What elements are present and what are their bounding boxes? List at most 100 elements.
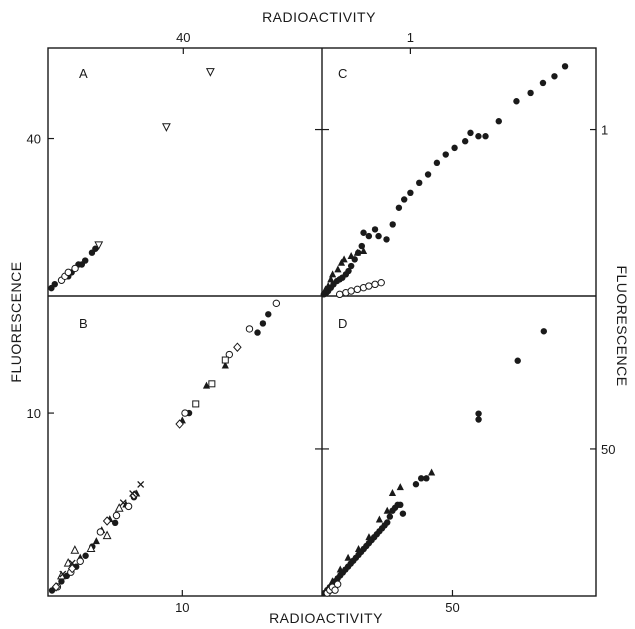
axis-title-top: RADIOACTIVITY <box>262 9 376 25</box>
panel-d-label: D <box>338 316 347 331</box>
panel-b-open-circle-point <box>76 557 84 565</box>
panel-b-open-diamond-point <box>51 582 61 592</box>
panel-c-x-tick-label: 1 <box>407 30 414 45</box>
panel-c-filled-triangle-point <box>329 270 337 278</box>
panel-c-filled-circle-point <box>442 151 449 158</box>
panel-d-filled-circle-point <box>397 501 404 509</box>
panel-a-open-circle-point <box>71 264 79 273</box>
panel-d-filled-circle-point <box>514 357 521 364</box>
panel-a-open-circle-point <box>64 268 72 277</box>
panel-c-filled-circle-point <box>495 118 502 125</box>
panel-c-filled-circle-point <box>375 232 382 240</box>
panel-b-filled-triangle-point <box>221 361 229 369</box>
panel-c-filled-circle-point <box>451 144 458 152</box>
axis-title-right: FLUORESCENCE <box>614 265 630 386</box>
panel-b-open-triangle-point <box>102 530 112 540</box>
panel-b-open-circle-point <box>124 502 133 511</box>
panel-d-filled-triangle-point <box>396 483 404 491</box>
panel-c-label: C <box>338 66 347 81</box>
panel-b-open-triangle-point <box>114 503 124 512</box>
panel-d-filled-circle-point <box>540 328 548 335</box>
panel-a-label: A <box>79 66 88 81</box>
panel-c-open-circle-point <box>353 285 362 294</box>
panel-c-filled-circle-point <box>424 171 432 178</box>
panel-b-open-circle-point <box>96 528 105 536</box>
panel-d-y-tick-label: 50 <box>601 442 615 457</box>
panel-b-open-circle-point <box>272 299 281 308</box>
panel-d-filled-circle-point <box>384 519 391 526</box>
panel-b-open-circle-point <box>245 325 254 333</box>
panel-b-cross-point <box>129 490 137 498</box>
panel-c-filled-circle-point <box>561 63 569 70</box>
panel-b-x-tick-label: 10 <box>175 600 189 615</box>
panel-b-filled-circle-point <box>259 320 267 327</box>
panel-b-open-diamond-point <box>233 342 242 352</box>
panel-b-label: B <box>79 316 88 331</box>
panel-b-open-circle-point <box>225 350 234 359</box>
panel-c-open-circle-point <box>371 280 379 289</box>
axis-title-bottom: RADIOACTIVITY <box>269 610 383 626</box>
panel-d-filled-circle-point <box>386 513 394 520</box>
panel-c-filled-circle-point <box>365 232 373 240</box>
panel-c-filled-circle-point <box>433 159 441 167</box>
panel-b-open-triangle-point <box>70 545 80 554</box>
panel-a-open-triangle-down-point <box>205 68 215 77</box>
panel-c-filled-circle-point <box>407 189 414 197</box>
panel-c-filled-triangle-point <box>353 248 361 256</box>
panel-d-filled-triangle-point <box>383 506 391 514</box>
panel-d-filled-circle-point <box>475 416 482 423</box>
tick-layer: 40 40 10 10 1 1 50 50 <box>27 30 616 615</box>
panel-b-open-diamond-point <box>67 563 77 574</box>
panel-b-filled-triangle-point <box>202 381 211 389</box>
panel-c-filled-circle-point <box>345 267 352 275</box>
panel-b-open-circle-point <box>112 511 121 520</box>
panel-c-filled-triangle-point <box>334 265 342 273</box>
panel-b-cross-point <box>137 480 145 488</box>
panel-b-cross-point <box>119 499 127 507</box>
panel-c-filled-circle-point <box>360 229 367 236</box>
panel-c-open-circle-point <box>377 278 385 287</box>
panel-b-filled-circle-point <box>254 329 261 336</box>
panel-c-y-tick-label: 1 <box>601 123 608 138</box>
panel-c-open-circle-point <box>335 290 344 299</box>
panel-c-filled-triangle-point <box>340 255 348 263</box>
panel-b-filled-triangle-point <box>92 537 100 545</box>
panel-d-filled-triangle-point <box>365 533 373 541</box>
panel-c-filled-circle-point <box>371 226 379 233</box>
panel-c-filled-circle-point <box>527 89 534 97</box>
panel-c-filled-circle-point <box>401 196 408 203</box>
panel-b-open-triangle-point <box>63 557 73 567</box>
panel-c-filled-triangle-point <box>347 252 355 260</box>
panel-b-cross-point <box>59 570 67 578</box>
panel-b-open-diamond-point <box>175 419 184 429</box>
panel-c-filled-circle-point <box>389 221 396 228</box>
panel-c-filled-circle-point <box>461 138 469 145</box>
panel-a-open-triangle-down-point <box>94 241 104 250</box>
panel-a-x-tick-label: 40 <box>176 30 190 45</box>
panel-d-filled-triangle-point <box>388 489 397 497</box>
panel-c-filled-circle-point <box>551 73 558 80</box>
panel-d-filled-triangle-point <box>336 565 344 573</box>
axis-title-left: FLUORESCENCE <box>8 261 24 382</box>
panel-d-x-tick-label: 50 <box>445 600 459 615</box>
panel-d-filled-triangle-point <box>328 577 337 585</box>
panel-b-filled-circle-point <box>111 519 119 527</box>
panel-c-filled-circle-point <box>467 129 474 137</box>
panel-c-filled-circle-point <box>475 133 482 140</box>
panel-c-filled-triangle-point <box>324 282 332 290</box>
panel-a-open-triangle-down-point <box>161 123 171 132</box>
panel-d-filled-circle-point <box>417 475 425 482</box>
panel-d-filled-triangle-point <box>354 544 363 552</box>
panel-d-filled-circle-point <box>412 481 420 488</box>
panel-c-filled-circle-point <box>395 204 403 211</box>
panel-b-open-circle-point <box>181 409 189 417</box>
panel-b-filled-circle-point <box>82 552 89 559</box>
panel-a-y-tick-label: 40 <box>27 132 41 147</box>
panel-b-open-diamond-point <box>102 516 112 526</box>
panel-b-open-triangle-point <box>86 543 96 552</box>
panel-a-filled-circle-point <box>92 245 99 252</box>
panel-a-filled-circle-point <box>51 280 58 288</box>
panel-b-filled-circle-point <box>58 578 65 585</box>
panel-c-filled-triangle-point <box>359 247 368 255</box>
